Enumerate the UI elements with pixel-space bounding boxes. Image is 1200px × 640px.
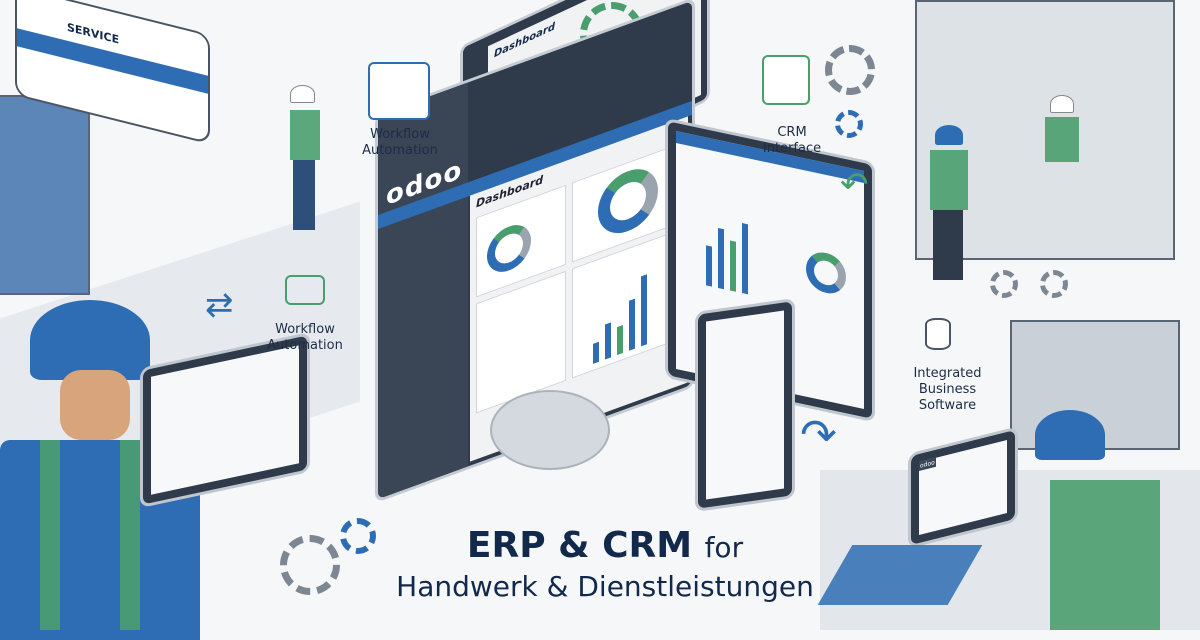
workflow-diagram: [151, 345, 299, 495]
crm-interface-label: CRM Interface: [762, 125, 822, 156]
gear-icon: [340, 518, 376, 554]
hard-hat: [935, 125, 963, 145]
vest: [290, 110, 320, 160]
worker-kneeling: [1040, 95, 1085, 205]
donut-chart-2: [598, 160, 658, 243]
gear-icon: [990, 270, 1018, 298]
vest: [930, 150, 968, 210]
bar: [718, 227, 724, 290]
bar: [605, 322, 611, 360]
database-icon: [925, 318, 951, 350]
small-tablet-screen: [706, 310, 784, 500]
bar: [593, 341, 599, 364]
headline-line1: ERP & CRM for: [370, 525, 840, 569]
bar: [617, 324, 623, 356]
monitor-stand: [490, 390, 610, 470]
hard-hat: [290, 85, 315, 103]
headline-suffix: for: [704, 531, 744, 564]
hard-hat: [30, 300, 150, 380]
donut-chart: [806, 248, 846, 298]
curved-arrow-icon: ↷: [800, 410, 837, 461]
laptop-logo: odoo: [919, 457, 936, 471]
hard-hat: [1050, 95, 1074, 113]
sync-arrow-icon: ⇄: [205, 285, 234, 325]
workflow-automation-label-left: Workflow Automation: [267, 322, 343, 353]
small-tablet: [695, 297, 795, 513]
workflow-automation-label-top: Workflow Automation: [362, 127, 438, 158]
headline-main: ERP & CRM: [466, 525, 693, 566]
headline-line2: Handwerk & Dienstleistungen: [396, 570, 814, 603]
curved-arrow-icon: ↶: [840, 165, 869, 205]
donut-chart: [487, 218, 531, 279]
workflow-small-icon: [285, 275, 325, 305]
worker-laptop: [1020, 410, 1170, 630]
face: [60, 370, 130, 440]
gear-icon: [280, 535, 340, 595]
worker-top: [285, 85, 330, 235]
bar: [730, 240, 736, 292]
worker-drill: [925, 125, 975, 285]
vest: [1050, 480, 1160, 630]
vest: [1045, 117, 1079, 162]
hard-hat: [1035, 410, 1105, 460]
headline: ERP & CRM for Handwerk & Dienstleistunge…: [370, 525, 840, 605]
laptop-screen: odoo: [919, 440, 1007, 535]
bar: [742, 223, 748, 295]
gear-icon: [825, 45, 875, 95]
suspenders: [40, 440, 60, 630]
integrated-business-software-label: Integrated Business Software: [913, 366, 982, 413]
gear-icon: [835, 110, 863, 138]
container-wall: [0, 95, 90, 295]
bar: [629, 298, 635, 351]
bar: [706, 245, 712, 287]
legs: [293, 160, 315, 230]
crm-people-icon: [762, 55, 810, 105]
workflow-icon: [368, 62, 430, 120]
gear-icon: [1040, 270, 1068, 298]
legs: [933, 210, 963, 280]
suspenders: [120, 440, 140, 630]
bar: [641, 274, 647, 347]
